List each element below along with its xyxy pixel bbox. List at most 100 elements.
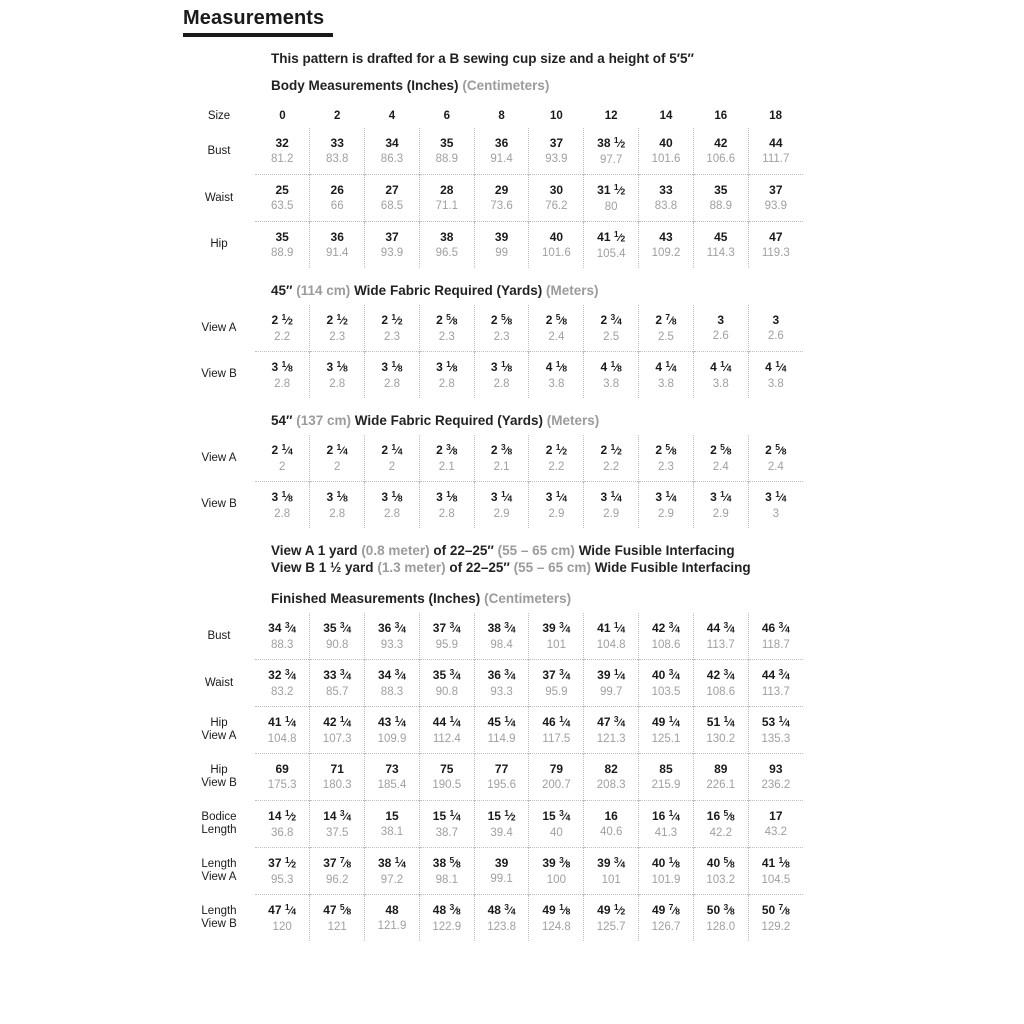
cell-value-cm: 103.5 (651, 685, 681, 698)
cell-value-inches: 2 5⁄8 (436, 311, 458, 327)
cell-value-cm: 93.9 (545, 153, 568, 165)
cell-value-cm: 111.7 (762, 153, 790, 165)
cell-value-inches: 2 1⁄2 (381, 311, 403, 327)
table-cell: 47 3⁄4 121.3 (583, 706, 639, 754)
cell-value-inches: 3 1⁄4 (765, 488, 787, 504)
table-cell: 3 1⁄8 2.8 (364, 351, 420, 398)
cell-value-cm: 43.2 (764, 826, 788, 838)
cell-value-cm: 86.3 (380, 153, 404, 165)
cell-value-cm: 2.8 (329, 507, 346, 520)
table-cell: 3 1⁄4 3 (747, 481, 803, 528)
table-cell: 37 7⁄8 96.2 (309, 847, 365, 895)
size-header-2: 2 (333, 110, 341, 122)
table-cell: 37 1⁄2 95.3 (255, 847, 310, 895)
cell-value-inches: 30 (549, 183, 564, 197)
table-cell: 39 1⁄4 99.7 (583, 659, 639, 707)
table-cell: 35 3⁄4 90.8 (309, 613, 365, 660)
cell-value-inches: 42 (714, 136, 728, 150)
table-cell: 73 185.4 (364, 753, 420, 801)
cell-value-cm: 104.8 (596, 638, 626, 651)
cell-value-cm: 114.3 (706, 247, 735, 259)
cell-value-cm: 2.8 (329, 377, 346, 390)
body-measurements-heading-units: (Centimeters) (462, 78, 550, 93)
cell-value-inches: 2 3⁄4 (600, 311, 622, 327)
row-label: Bodice Length (201, 811, 237, 836)
cell-value-inches: 35 3⁄4 (323, 619, 352, 635)
interfacing-b-width: of 22–25″ (449, 560, 510, 575)
cell-value-inches: 15 1⁄4 (432, 807, 461, 823)
cell-value-cm: 118.7 (761, 638, 790, 651)
table-cell: 43 109.2 (638, 221, 694, 268)
cell-value-cm: 41.3 (654, 826, 678, 839)
cell-value-cm: 121.9 (377, 920, 407, 932)
cell-value-inches: 42 3⁄4 (706, 666, 735, 682)
cell-value-inches: 34 3⁄4 (268, 619, 297, 635)
cell-value-cm: 99.7 (599, 685, 623, 698)
table-cell: 15 1⁄2 39.4 (473, 800, 529, 848)
table-cell: 27 68.5 (364, 174, 420, 222)
cell-value-inches: 69 (275, 762, 289, 776)
cell-value-inches: 50 3⁄8 (706, 901, 735, 917)
cell-value-inches: 35 (275, 230, 289, 244)
cell-value-cm: 88.3 (380, 685, 404, 698)
cell-value-cm: 83.8 (654, 200, 678, 212)
table-cell: 49 1⁄2 125.7 (583, 894, 639, 941)
table-cell: 36 91.4 (473, 128, 529, 175)
cell-value-cm: 2.6 (767, 330, 784, 342)
cell-value-inches: 15 1⁄2 (487, 807, 516, 823)
cell-value-inches: 45 1⁄4 (487, 713, 516, 729)
table-cell: 39 3⁄4 101 (583, 847, 639, 895)
table-cell: 15 1⁄4 38.7 (418, 800, 475, 848)
cell-value-inches: 27 (385, 183, 399, 197)
cell-value-inches: 35 3⁄4 (432, 666, 461, 682)
cell-value-inches: 37 (549, 136, 564, 150)
table-cell: 50 3⁄8 128.0 (692, 894, 749, 941)
cell-value-inches: 16 1⁄4 (651, 807, 680, 823)
cell-value-cm: 3.8 (603, 377, 620, 390)
cell-value-cm: 2.2 (603, 460, 620, 473)
cell-value-inches: 3 1⁄4 (545, 488, 568, 504)
table-cell: 38 5⁄8 98.1 (418, 847, 475, 895)
row-label: Hip View A (201, 717, 237, 742)
cell-value-inches: 17 (769, 809, 783, 823)
cell-value-cm: 121.3 (596, 732, 626, 745)
cell-value-inches: 48 (385, 903, 399, 917)
cell-value-cm: 180.3 (322, 779, 352, 791)
table-row: Length View A 37 1⁄2 95.3 37 7⁄8 96.2 38 1⁄4 97… (183, 847, 803, 895)
table-cell: 38 1⁄2 97.7 (583, 128, 639, 175)
drafted-note: This pattern is drafted for a B sewing c… (271, 51, 695, 66)
cell-value-cm: 81.2 (270, 153, 294, 165)
cell-value-cm: 100 (546, 873, 566, 886)
cell-value-inches: 16 5⁄8 (706, 807, 735, 823)
table-cell: 46 1⁄4 117.5 (528, 706, 584, 754)
cell-value-cm: 105.4 (596, 247, 626, 260)
cell-value-inches: 71 (330, 762, 344, 776)
fabric45-heading-units: (Meters) (546, 283, 599, 298)
table-cell: 34 3⁄4 88.3 (364, 659, 420, 707)
cell-value-cm: 36.8 (270, 826, 294, 839)
table-cell: 45 1⁄4 114.9 (473, 706, 529, 754)
table-row: Hip View B 69 175.3 71 180.3 73 185.4 75 190.5 77 1… (183, 753, 803, 801)
cell-value-inches: 46 3⁄4 (761, 619, 790, 635)
cell-value-cm: 68.5 (380, 200, 404, 212)
cell-value-cm: 91.4 (490, 153, 513, 165)
cell-value-cm: 109.2 (651, 247, 681, 259)
cell-value-inches: 3 1⁄8 (381, 358, 403, 374)
cell-value-cm: 98.4 (490, 638, 513, 651)
cell-value-cm: 122.9 (432, 920, 462, 933)
table-cell: 77 195.6 (473, 753, 529, 801)
table-cell: 35 3⁄4 90.8 (418, 659, 475, 707)
cell-value-cm: 103.2 (706, 873, 736, 886)
cell-value-cm: 88.9 (709, 200, 732, 212)
cell-value-inches: 2 1⁄4 (326, 441, 348, 457)
table-cell: 40 1⁄8 101.9 (638, 847, 694, 895)
table-cell: 31 1⁄2 80 (583, 174, 639, 222)
measurements-content: This pattern is drafted for a B sewing c… (183, 50, 803, 941)
fabric54-width-cm: (137 cm) (296, 413, 352, 428)
cell-value-inches: 39 (494, 856, 509, 870)
cell-value-inches: 41 1⁄8 (761, 854, 790, 870)
cell-value-inches: 39 3⁄4 (542, 619, 571, 635)
cell-value-cm: 83.8 (326, 153, 349, 165)
